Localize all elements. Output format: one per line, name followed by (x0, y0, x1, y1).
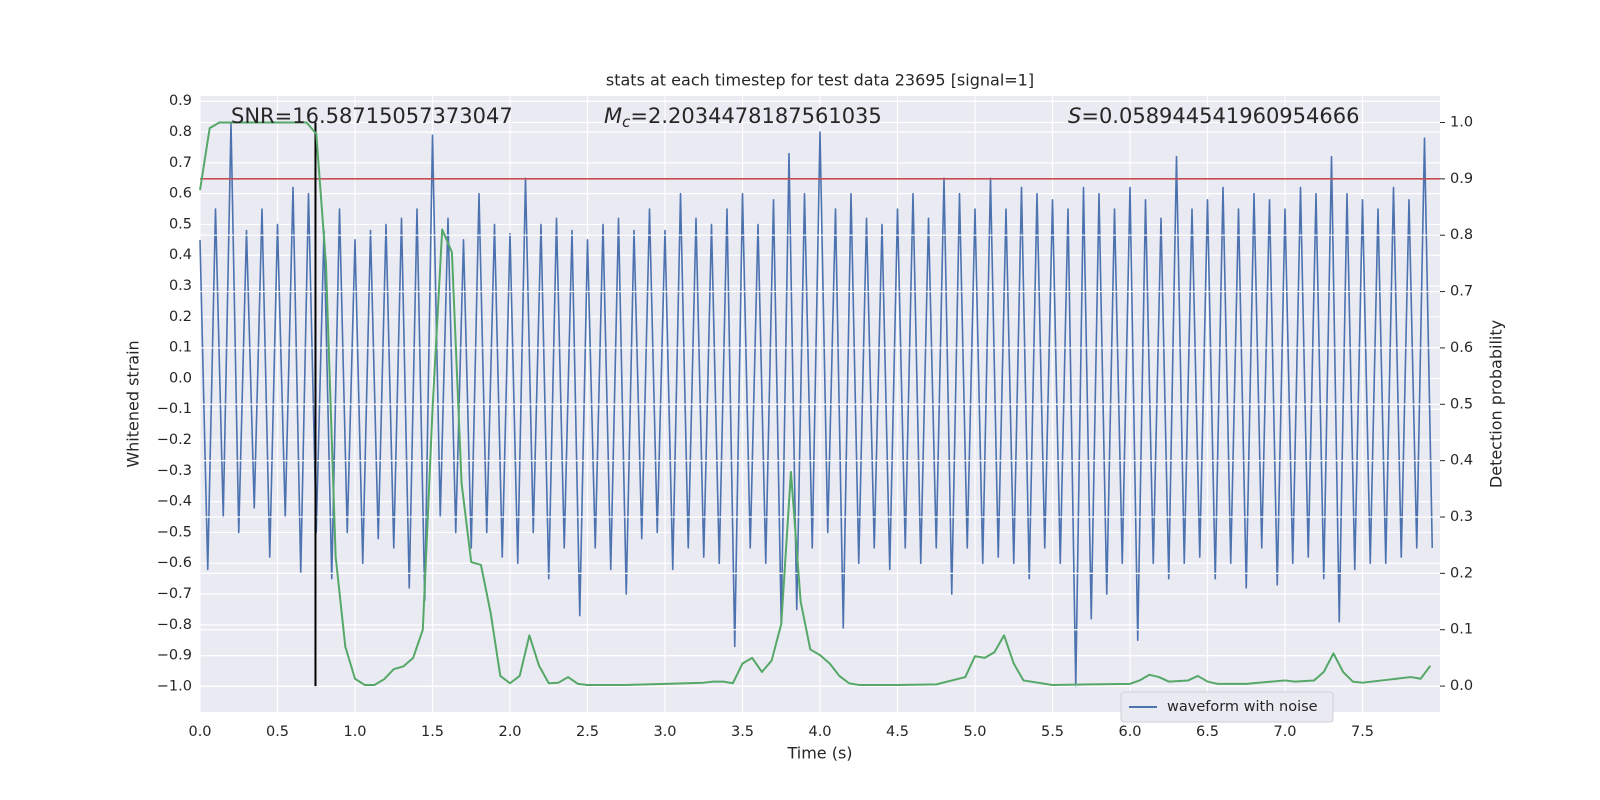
y2-axis-label: Detection probability (1487, 320, 1506, 488)
y-tick-label: 0.8 (169, 124, 192, 140)
legend-box (1120, 691, 1334, 723)
annotation-symbol: M (604, 104, 622, 128)
legend: waveform with noise (1120, 691, 1334, 723)
x-tick-label: 3.0 (653, 724, 676, 740)
y-tick-label: 0.7 (169, 155, 192, 171)
y-tick-label: 0.0 (169, 370, 192, 386)
x-tick-label: 0.0 (188, 724, 211, 740)
series-line (199, 121, 1432, 686)
annotation: S=0.058944541960954666 (1068, 104, 1359, 128)
x-tick-label: 5.5 (1041, 724, 1064, 740)
chart-title: stats at each timestep for test data 236… (606, 71, 1034, 90)
y-tick-label: 0.3 (169, 278, 192, 294)
waveform-layer (199, 122, 1434, 688)
x-tick-label: 7.0 (1273, 724, 1296, 740)
y2-tick-label: 0.3 (1450, 509, 1473, 525)
x-tick-label: 6.0 (1118, 724, 1141, 740)
x-tick-label: 1.0 (343, 724, 366, 740)
annotation-text: =2.2034478187561035 (630, 104, 881, 128)
annotation-subscript: c (622, 113, 631, 131)
y-tick-label: −0.2 (157, 432, 192, 448)
overlay-layer (199, 121, 1440, 687)
x-tick-label: 1.5 (421, 724, 444, 740)
legend-label: waveform with noise (1167, 699, 1318, 715)
annotation-text: =0.058944541960954666 (1081, 104, 1359, 128)
x-tick-label: 3.5 (731, 724, 754, 740)
y2-tick-label: 0.4 (1450, 453, 1473, 469)
y-tick-label: −0.9 (157, 648, 192, 664)
y-tick-label: 0.6 (169, 186, 192, 202)
x-tick-label: 4.0 (808, 724, 831, 740)
annotation: SNR=16.58715057373047 (231, 104, 513, 128)
x-tick-label: 7.5 (1351, 724, 1374, 740)
y2-tick-label: 0.5 (1450, 396, 1473, 412)
y-tick-label: −0.6 (157, 555, 192, 571)
y-tick-label: 0.1 (169, 340, 192, 356)
y2-tick-label: 0.2 (1450, 565, 1473, 581)
y2-tick-label: 0.0 (1450, 678, 1473, 694)
x-tick-label: 6.5 (1196, 724, 1219, 740)
x-axis-label: Time (s) (786, 744, 852, 763)
y2-tick-label: 0.7 (1450, 284, 1473, 300)
y-tick-label: −0.8 (157, 617, 192, 633)
y-tick-label: 0.5 (169, 216, 192, 232)
x-tick-label: 0.5 (266, 724, 289, 740)
y-axis-label: Whitened strain (124, 340, 143, 467)
y2-tick-label: 0.8 (1450, 227, 1473, 243)
x-tick-label: 2.5 (576, 724, 599, 740)
series-line (199, 122, 1434, 688)
y-tick-label: 0.2 (169, 309, 192, 325)
y2-tick-label: 0.6 (1450, 340, 1473, 356)
y-tick-label: −1.0 (157, 678, 192, 694)
y2-tick-label: 0.9 (1450, 171, 1473, 187)
y-tick-label: −0.4 (157, 494, 192, 510)
y-tick-label: −0.5 (157, 524, 192, 540)
annotation-text: SNR=16.58715057373047 (231, 104, 513, 128)
y2-tick-label: 0.1 (1450, 622, 1473, 638)
y-tick-label: 0.4 (169, 247, 192, 263)
y-tick-label: −0.1 (157, 401, 192, 417)
x-tick-label: 5.0 (963, 724, 986, 740)
y2-tick-label: 1.0 (1450, 114, 1473, 130)
y-tick-label: −0.7 (157, 586, 192, 602)
annotation-symbol: S (1068, 104, 1081, 128)
x-tick-label: 2.0 (498, 724, 521, 740)
x-tick-label: 4.5 (886, 724, 909, 740)
y-tick-label: 0.9 (169, 93, 192, 109)
annotation: Mc=2.2034478187561035 (604, 104, 882, 131)
y-tick-label: −0.3 (157, 463, 192, 479)
